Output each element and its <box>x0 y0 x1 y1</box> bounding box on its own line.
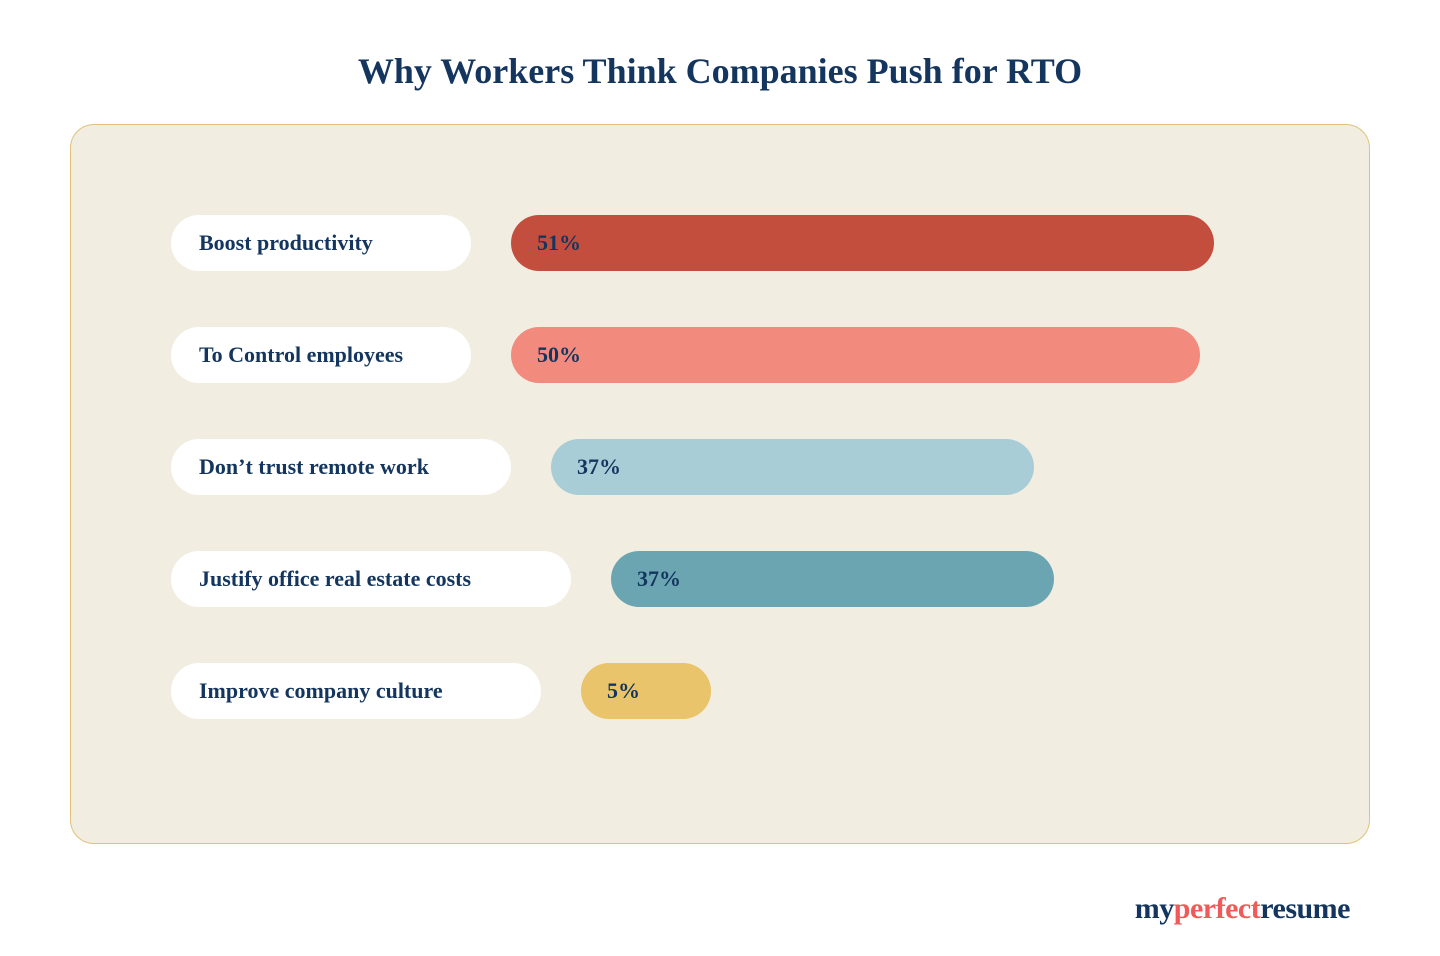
bar-value: 51% <box>537 230 581 256</box>
bar-value: 37% <box>577 454 621 480</box>
bar: 37% <box>611 551 1054 607</box>
bar: 50% <box>511 327 1200 383</box>
bar-track: 5% <box>581 663 1269 719</box>
bar-track: 50% <box>511 327 1269 383</box>
category-label-pill: Boost productivity <box>171 215 471 271</box>
bar-value: 5% <box>607 678 640 704</box>
bar-value: 37% <box>637 566 681 592</box>
category-label-pill: Don’t trust remote work <box>171 439 511 495</box>
bar-track: 51% <box>511 215 1269 271</box>
bar-track: 37% <box>611 551 1269 607</box>
category-label: Improve company culture <box>199 678 443 704</box>
logo-part-2: perfect <box>1174 892 1260 925</box>
bar: 51% <box>511 215 1214 271</box>
category-label-pill: To Control employees <box>171 327 471 383</box>
bar: 5% <box>581 663 711 719</box>
chart-rows: Boost productivity 51% To Control employee… <box>171 215 1269 719</box>
category-label-pill: Improve company culture <box>171 663 541 719</box>
logo-part-1: my <box>1135 892 1174 925</box>
chart-row: To Control employees 50% <box>171 327 1269 383</box>
brand-logo: myperfectresume <box>1135 892 1350 926</box>
chart-row: Don’t trust remote work 37% <box>171 439 1269 495</box>
category-label: Don’t trust remote work <box>199 454 429 480</box>
bar: 37% <box>551 439 1034 495</box>
chart-panel: Boost productivity 51% To Control employee… <box>70 124 1370 844</box>
category-label: To Control employees <box>199 342 403 368</box>
category-label: Boost productivity <box>199 230 373 256</box>
stage: Why Workers Think Companies Push for RTO… <box>0 0 1440 956</box>
bar-track: 37% <box>551 439 1269 495</box>
chart-row: Boost productivity 51% <box>171 215 1269 271</box>
category-label: Justify office real estate costs <box>199 566 471 592</box>
logo-part-3: resume <box>1260 892 1350 925</box>
chart-title: Why Workers Think Companies Push for RTO <box>70 50 1370 92</box>
chart-row: Improve company culture 5% <box>171 663 1269 719</box>
category-label-pill: Justify office real estate costs <box>171 551 571 607</box>
bar-value: 50% <box>537 342 581 368</box>
chart-row: Justify office real estate costs 37% <box>171 551 1269 607</box>
